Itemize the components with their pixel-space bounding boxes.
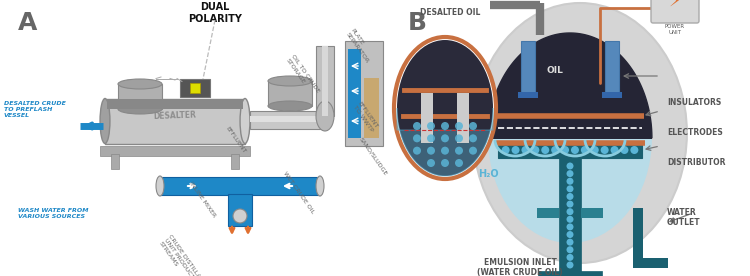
Text: OIL TO CRUDE
STORAGE: OIL TO CRUDE STORAGE (285, 54, 320, 97)
Ellipse shape (488, 33, 652, 243)
Ellipse shape (397, 40, 493, 176)
Text: WASH WATER FROM
VARIOUS SOURCES: WASH WATER FROM VARIOUS SOURCES (18, 208, 88, 219)
Circle shape (566, 254, 574, 261)
Text: ELECTRODES: ELECTRODES (667, 128, 723, 137)
FancyBboxPatch shape (498, 142, 642, 158)
FancyBboxPatch shape (457, 93, 469, 143)
Circle shape (455, 147, 463, 155)
Circle shape (455, 122, 463, 130)
FancyBboxPatch shape (364, 78, 379, 138)
Circle shape (566, 231, 574, 238)
Circle shape (610, 146, 619, 154)
FancyBboxPatch shape (345, 41, 383, 146)
Text: EFFLUENT: EFFLUENT (225, 126, 247, 155)
FancyBboxPatch shape (348, 49, 361, 138)
Text: DUAL
POLARITY: DUAL POLARITY (188, 2, 242, 24)
Circle shape (566, 201, 574, 208)
Circle shape (571, 146, 579, 154)
Circle shape (413, 122, 421, 130)
Circle shape (512, 146, 520, 154)
Text: H₂O: H₂O (478, 169, 498, 179)
Circle shape (551, 146, 560, 154)
Text: EMULSION INLET
(WATER CRUDE OIL): EMULSION INLET (WATER CRUDE OIL) (477, 258, 562, 276)
Text: DESALTER: DESALTER (153, 111, 197, 121)
FancyBboxPatch shape (118, 84, 162, 109)
Ellipse shape (100, 99, 110, 144)
Circle shape (427, 147, 435, 155)
Circle shape (502, 146, 510, 154)
Circle shape (521, 146, 530, 154)
Circle shape (413, 147, 421, 155)
Circle shape (566, 246, 574, 253)
FancyBboxPatch shape (100, 145, 250, 155)
FancyBboxPatch shape (537, 208, 559, 218)
Circle shape (566, 224, 574, 230)
Circle shape (441, 122, 449, 130)
FancyBboxPatch shape (316, 46, 334, 116)
Text: PLATE
SEPARATOR: PLATE SEPARATOR (345, 28, 374, 64)
Text: DESALTED OIL: DESALTED OIL (420, 8, 480, 17)
Text: DESALTED CRUDE
TO PREFLASH
VESSEL: DESALTED CRUDE TO PREFLASH VESSEL (4, 101, 66, 118)
Circle shape (566, 261, 574, 269)
Text: SAND/SLUDGE: SAND/SLUDGE (358, 136, 388, 176)
Circle shape (566, 208, 574, 215)
Ellipse shape (473, 3, 687, 263)
FancyBboxPatch shape (180, 78, 210, 97)
Circle shape (542, 146, 549, 154)
FancyBboxPatch shape (105, 99, 245, 144)
Circle shape (566, 170, 574, 177)
Circle shape (427, 122, 435, 130)
Circle shape (469, 147, 477, 155)
FancyBboxPatch shape (111, 153, 119, 169)
Circle shape (566, 239, 574, 246)
FancyBboxPatch shape (559, 158, 581, 273)
FancyBboxPatch shape (633, 258, 668, 268)
Circle shape (233, 209, 247, 223)
FancyBboxPatch shape (268, 81, 312, 106)
Circle shape (427, 159, 435, 167)
Circle shape (620, 146, 628, 154)
FancyBboxPatch shape (633, 208, 643, 268)
Text: INLINE MIXER: INLINE MIXER (188, 181, 216, 219)
FancyBboxPatch shape (160, 177, 320, 195)
Circle shape (566, 163, 574, 169)
Text: WATER
OUTLET: WATER OUTLET (667, 208, 700, 227)
Circle shape (427, 134, 435, 142)
Text: ⚡: ⚡ (669, 0, 681, 11)
Circle shape (561, 146, 569, 154)
Text: DISTRIBUTOR: DISTRIBUTOR (667, 158, 725, 167)
Circle shape (566, 178, 574, 185)
Circle shape (441, 134, 449, 142)
FancyBboxPatch shape (521, 41, 535, 96)
Ellipse shape (156, 176, 164, 196)
Circle shape (531, 146, 539, 154)
Circle shape (591, 146, 598, 154)
Ellipse shape (316, 176, 324, 196)
Text: WET CRUDE OIL: WET CRUDE OIL (282, 171, 315, 215)
FancyBboxPatch shape (228, 194, 252, 226)
Text: INSULATORS: INSULATORS (667, 98, 722, 107)
FancyBboxPatch shape (538, 271, 602, 276)
Text: OIL: OIL (547, 66, 563, 75)
Polygon shape (488, 33, 652, 138)
Text: EFFLUENT
TO WWTP: EFFLUENT TO WWTP (352, 101, 379, 133)
FancyBboxPatch shape (107, 99, 243, 108)
FancyBboxPatch shape (322, 46, 328, 116)
FancyBboxPatch shape (250, 116, 325, 122)
Text: CRUDE DISTILLATION
UNIT PRODUCT
STREAMS: CRUDE DISTILLATION UNIT PRODUCT STREAMS (158, 234, 210, 276)
FancyBboxPatch shape (602, 92, 622, 98)
Circle shape (580, 146, 589, 154)
Circle shape (630, 146, 638, 154)
Circle shape (566, 216, 574, 223)
FancyBboxPatch shape (231, 153, 239, 169)
Ellipse shape (118, 104, 162, 114)
FancyBboxPatch shape (190, 83, 200, 92)
Circle shape (455, 134, 463, 142)
FancyBboxPatch shape (581, 208, 603, 218)
Circle shape (566, 185, 574, 192)
FancyBboxPatch shape (250, 111, 325, 129)
Text: B: B (408, 11, 427, 35)
Circle shape (469, 134, 477, 142)
Polygon shape (397, 108, 493, 176)
